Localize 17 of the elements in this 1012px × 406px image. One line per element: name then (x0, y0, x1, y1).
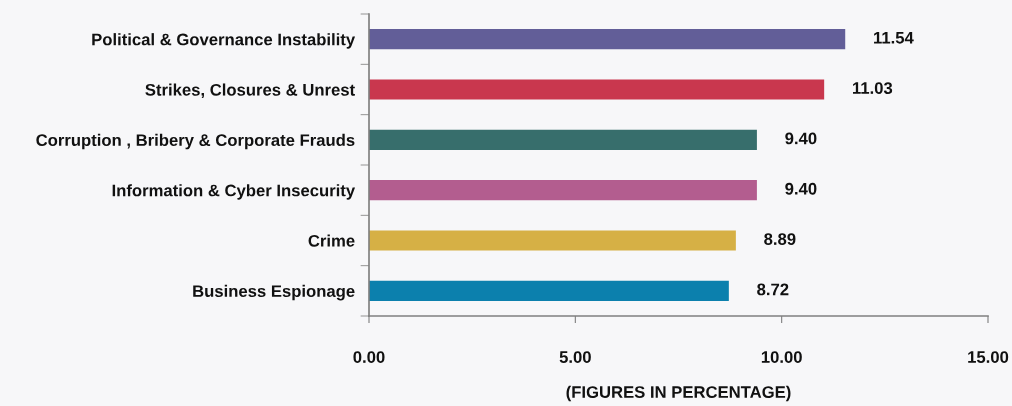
x-tick-label: 5.00 (559, 351, 591, 363)
y-tick-label: Strikes, Closures & Unrest (145, 83, 355, 99)
x-axis-title: (FIGURES IN PERCENTAGE) (566, 385, 791, 402)
x-tick-label: 10.00 (761, 351, 802, 363)
data-label: 8.89 (764, 233, 796, 245)
data-label: 8.72 (757, 283, 789, 296)
data-label: 11.03 (853, 82, 893, 94)
data-label: 9.40 (785, 182, 817, 195)
x-tick-label: 15.00 (968, 351, 1009, 363)
x-tick-label: 0.00 (353, 351, 385, 363)
data-label: 9.40 (785, 132, 817, 145)
y-tick-label: Corruption , Bribery & Corporate Frauds (36, 133, 355, 150)
y-tick-label: Business Espionage (193, 284, 355, 301)
y-tick-label: Crime (308, 234, 355, 247)
data-label: 11.54 (874, 32, 914, 44)
y-tick-label: Information & Cyber Insecurity (112, 184, 356, 200)
y-tick-label: Political & Governance Instability (92, 33, 356, 49)
